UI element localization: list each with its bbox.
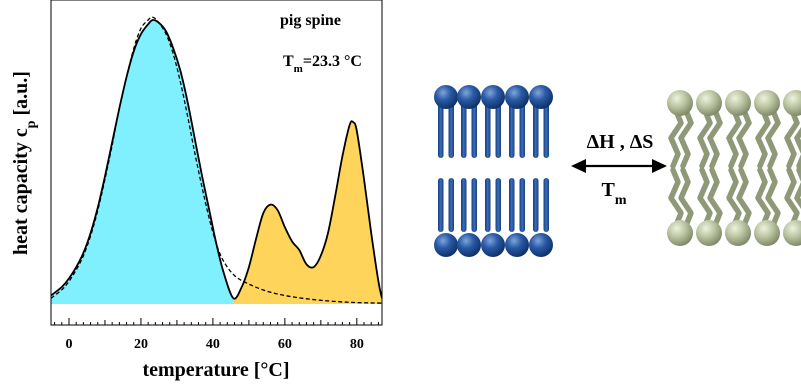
lipid-tail	[543, 103, 549, 158]
gel-phase-bilayer	[434, 85, 553, 257]
lipid-tail	[794, 105, 801, 169]
lipid-head	[505, 85, 529, 109]
lipid-tail	[678, 167, 694, 231]
x-axis-ticks	[54, 318, 379, 325]
y-axis-label-unit: [a.u.]	[10, 71, 32, 120]
lipid-head	[434, 233, 458, 257]
lipid-head	[529, 85, 553, 109]
lipid-tail	[485, 178, 491, 232]
lipid-tail	[461, 178, 467, 232]
lipid-head	[725, 220, 751, 246]
lipid-tail	[485, 103, 491, 158]
lipid-head	[783, 220, 801, 246]
lipid-tail	[448, 178, 454, 232]
lipid-tail	[726, 105, 742, 169]
lipid-tail	[471, 103, 477, 158]
y-axis-label: heat capacity cp [a.u.]	[10, 71, 39, 255]
arrow-label-tm: Tm	[601, 179, 626, 208]
lipid-tail	[736, 105, 752, 169]
lipid-head	[754, 90, 780, 116]
lipid-tail	[707, 167, 723, 231]
x-tick-label: 20	[134, 337, 148, 352]
lipid-head	[457, 85, 481, 109]
lipid-tail	[707, 105, 723, 169]
lipid-tail	[784, 105, 800, 169]
lipid-tail	[509, 103, 515, 158]
lipid-head	[457, 233, 481, 257]
lipid-tail	[438, 178, 444, 232]
lipid-tail	[519, 103, 525, 158]
lipid-tail	[533, 178, 539, 232]
series-line-measured-solid	[51, 19, 382, 300]
lipid-head	[434, 85, 458, 109]
lipid-tail	[509, 178, 515, 232]
lipid-tail	[668, 167, 684, 231]
area-fill-low-transition	[51, 19, 234, 304]
x-axis-label: temperature [°C]	[142, 359, 289, 381]
x-axis-tick-labels: 0 20 40 60 80	[65, 337, 363, 352]
dsc-chart: 0 20 40 60 80 temperature [°C] heat capacity…	[10, 0, 383, 381]
lipid-tail	[736, 167, 752, 231]
lipid-head	[754, 220, 780, 246]
plot-frame	[50, 0, 383, 326]
lipid-head	[667, 220, 693, 246]
lipid-tail	[697, 167, 713, 231]
y-axis-label-main: heat capacity c	[10, 128, 32, 255]
x-tick-label: 80	[350, 337, 364, 352]
lipid-tail	[448, 103, 454, 158]
lipid-head	[725, 90, 751, 116]
arrow-label-enthalpy-entropy: ΔH , ΔS	[587, 131, 654, 153]
lipid-tail	[519, 178, 525, 232]
lipid-tail	[495, 178, 501, 232]
lipid-tail	[765, 167, 781, 231]
lipid-tail	[697, 105, 713, 169]
lipid-tail	[755, 167, 771, 231]
lipid-tail	[533, 103, 539, 158]
lipid-tail	[461, 103, 467, 158]
lipid-head	[505, 233, 529, 257]
lipid-head	[481, 233, 505, 257]
membrane-diagram: ΔH , ΔS Tm	[434, 85, 801, 257]
y-axis-label-sub: p	[24, 120, 39, 128]
lipid-tail	[668, 105, 684, 169]
lipid-tail	[755, 105, 771, 169]
lipid-head	[529, 233, 553, 257]
lipid-head	[481, 85, 505, 109]
double-arrow	[571, 159, 667, 173]
lipid-head	[696, 220, 722, 246]
lipid-tail	[765, 105, 781, 169]
lipid-tail	[794, 167, 801, 231]
lipid-tail	[495, 103, 501, 158]
x-tick-label: 40	[206, 337, 220, 352]
fluid-phase-bilayer	[667, 90, 801, 246]
lipid-tail	[438, 103, 444, 158]
lipid-tail	[726, 167, 742, 231]
annotation-melting-temperature: Tm=23.3 °C	[283, 53, 362, 75]
lipid-tail	[678, 105, 694, 169]
lipid-tail	[784, 167, 800, 231]
lipid-head	[667, 90, 693, 116]
annotation-sample: pig spine	[280, 12, 341, 29]
lipid-tail	[471, 178, 477, 232]
lipid-tail	[543, 178, 549, 232]
x-tick-label: 60	[278, 337, 292, 352]
x-tick-label: 0	[65, 337, 72, 352]
lipid-head	[783, 90, 801, 116]
lipid-head	[696, 90, 722, 116]
area-fill-high-transition	[233, 121, 382, 304]
